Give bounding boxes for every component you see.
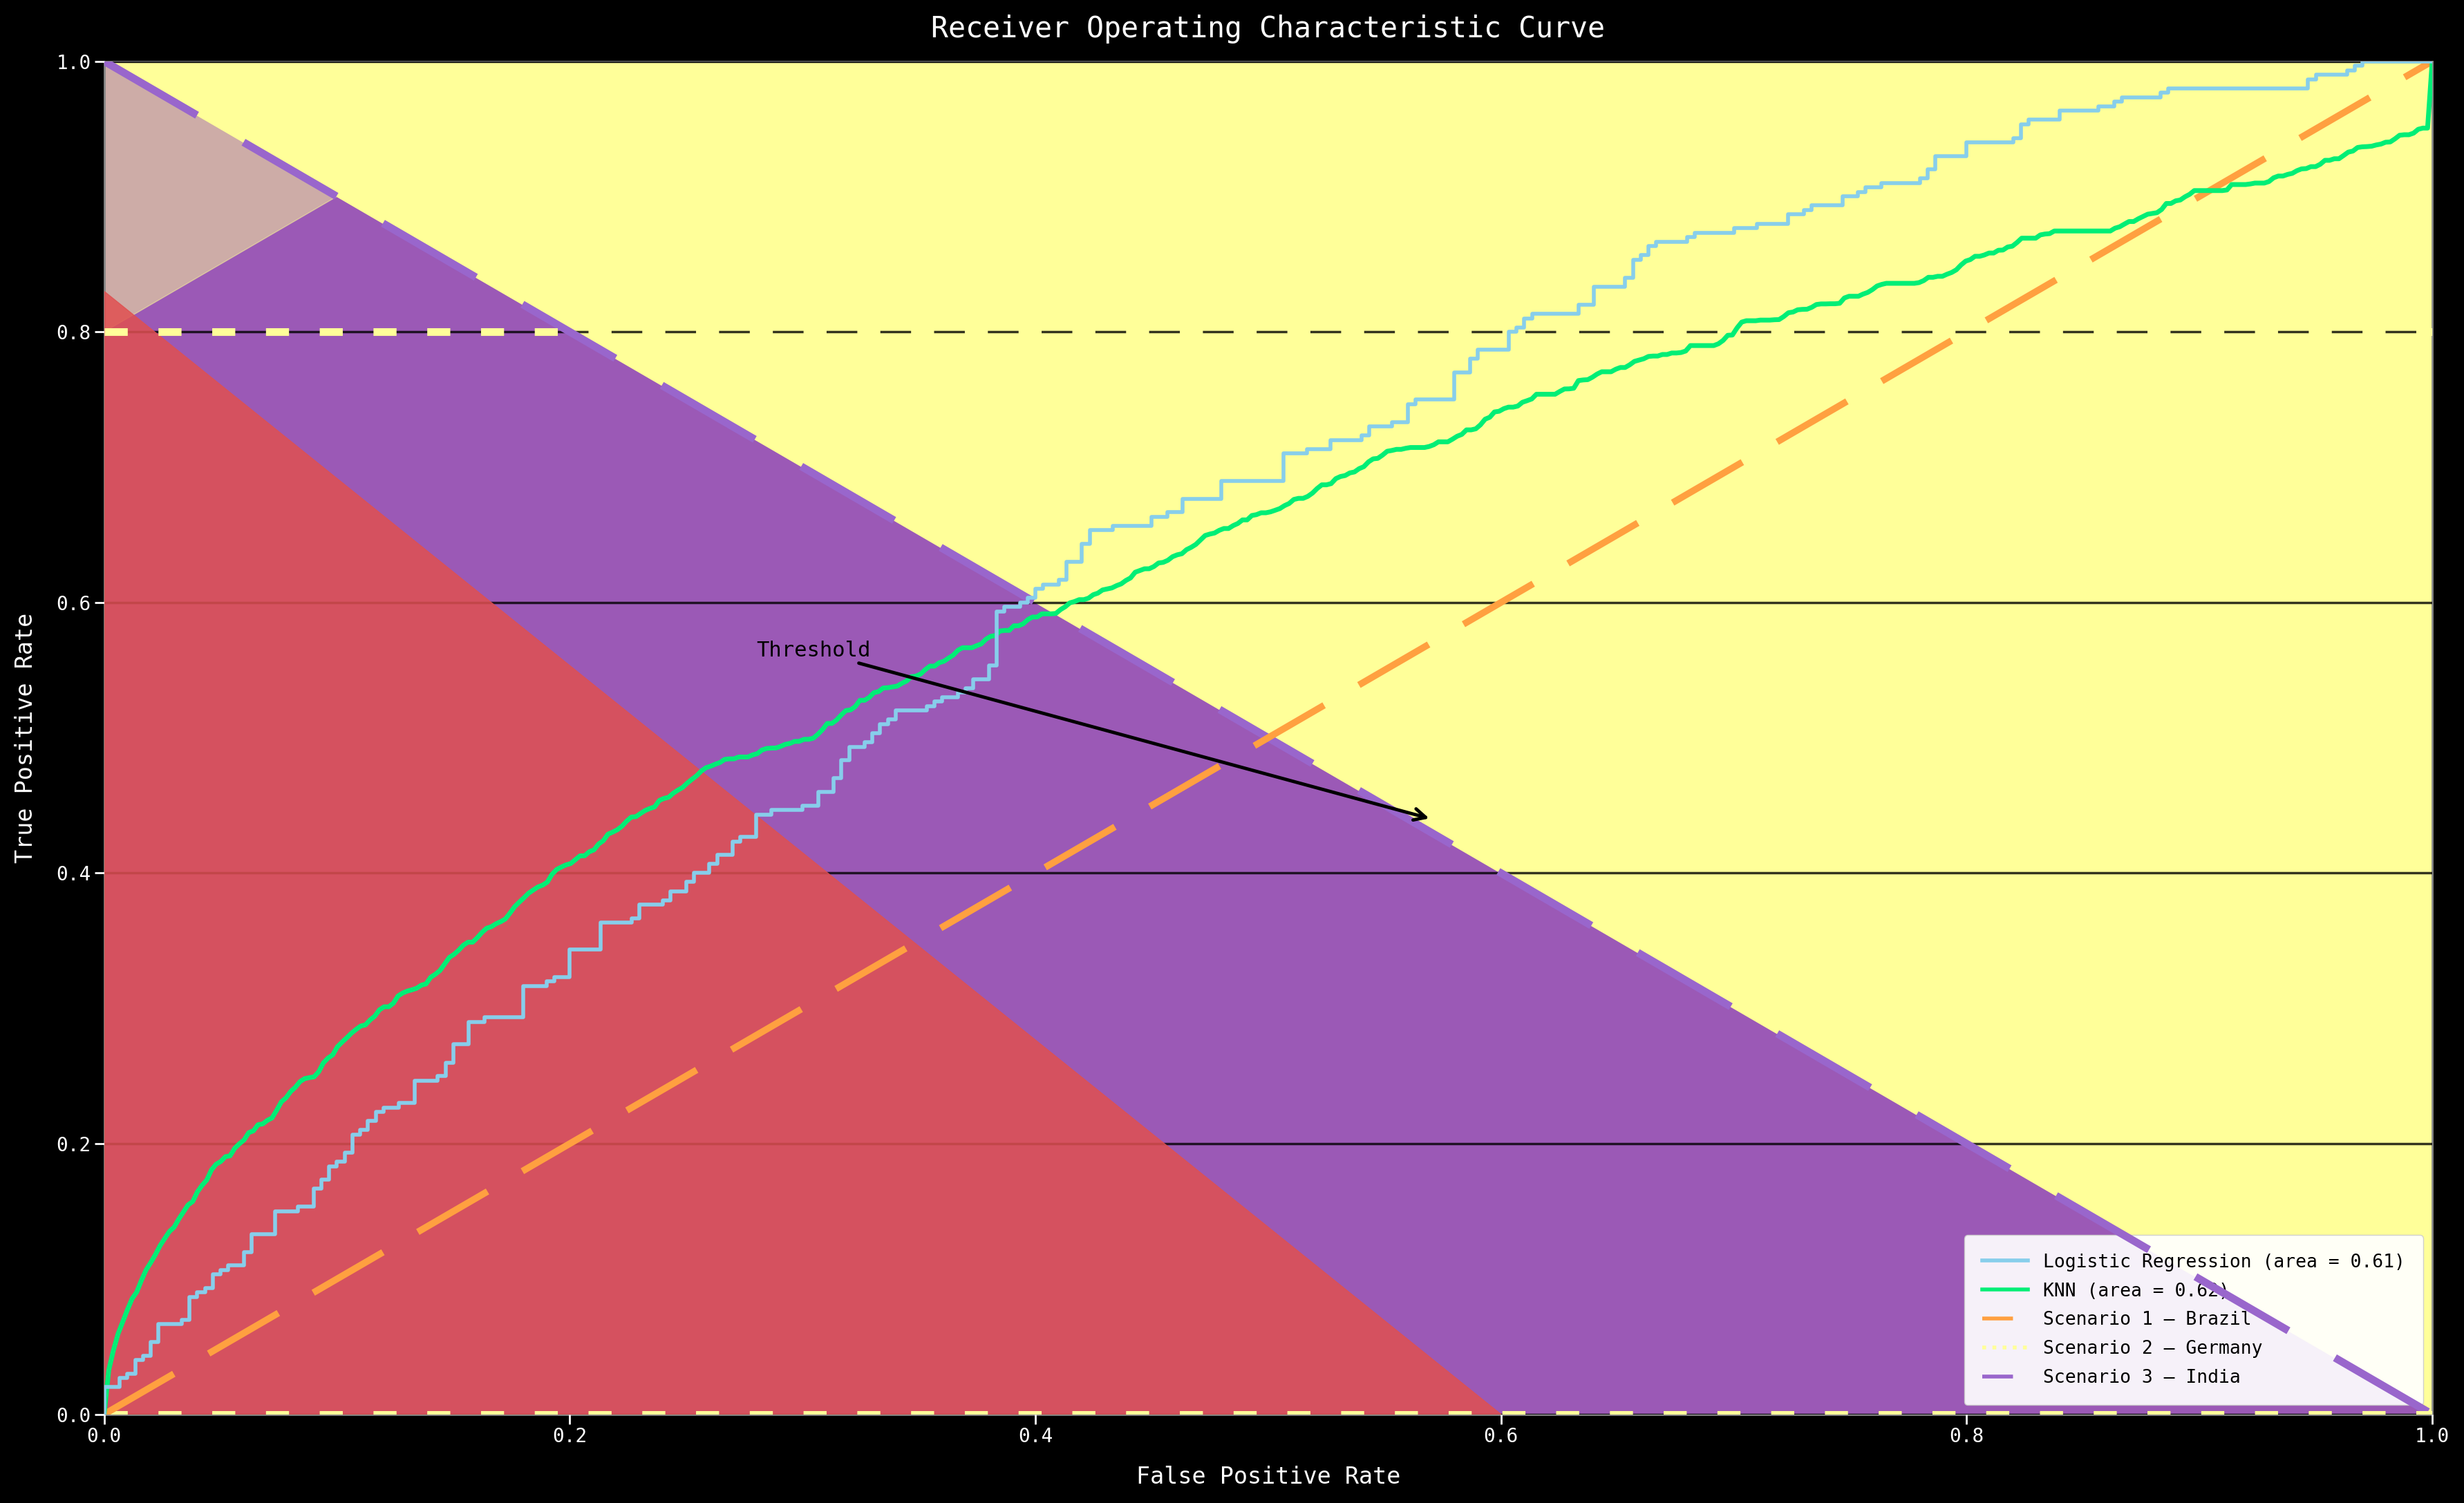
X-axis label: False Positive Rate: False Positive Rate	[1136, 1465, 1400, 1488]
KNN (area = 0.62)	[2361, 135, 2390, 153]
Text: Threshold: Threshold	[756, 640, 1427, 821]
Line: Logistic Regression (area = 0.61): Logistic Regression (area = 0.61)	[103, 62, 2432, 1414]
Logistic Regression (area = 0.61)	[1749, 215, 1779, 233]
KNN (area = 0.62)	[1348, 458, 1377, 476]
Y-axis label: True Positive Rate: True Positive Rate	[15, 613, 37, 863]
Logistic Regression (area = 0.61)	[182, 1288, 212, 1306]
Logistic Regression (area = 0.61)	[695, 864, 724, 882]
Logistic Regression (area = 0.61)	[2348, 53, 2378, 71]
KNN (area = 0.62)	[1195, 525, 1225, 543]
KNN (area = 0.62)	[1998, 237, 2028, 256]
KNN (area = 0.62)	[1210, 520, 1239, 538]
Logistic Regression (area = 0.61)	[89, 1405, 118, 1423]
Logistic Regression (area = 0.61)	[399, 1081, 429, 1099]
KNN (area = 0.62)	[2417, 53, 2447, 71]
Logistic Regression (area = 0.61)	[2417, 53, 2447, 71]
Polygon shape	[103, 62, 2432, 1414]
Polygon shape	[103, 62, 2432, 1414]
Legend: Logistic Regression (area = 0.61), KNN (area = 0.62), Scenario 1 – Brazil, Scena: Logistic Regression (area = 0.61), KNN (…	[1964, 1235, 2422, 1405]
Logistic Regression (area = 0.61)	[2301, 71, 2331, 89]
Polygon shape	[103, 62, 569, 332]
Line: KNN (area = 0.62): KNN (area = 0.62)	[103, 62, 2432, 1414]
Polygon shape	[103, 292, 1501, 1414]
KNN (area = 0.62)	[1476, 409, 1506, 427]
Logistic Regression (area = 0.61)	[2154, 80, 2183, 98]
Title: Receiver Operating Characteristic Curve: Receiver Operating Characteristic Curve	[931, 15, 1604, 44]
KNN (area = 0.62)	[89, 1405, 118, 1423]
